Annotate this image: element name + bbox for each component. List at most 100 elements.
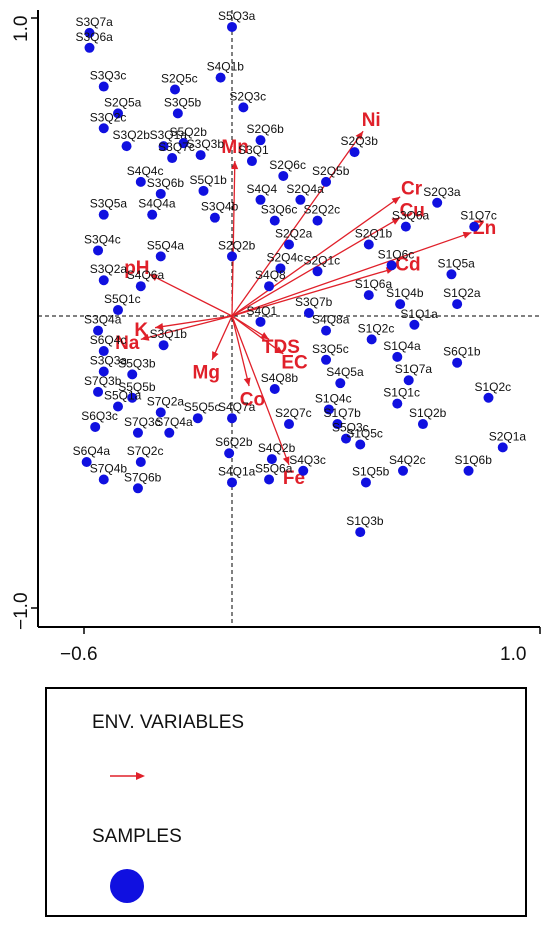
env-vector-arrowhead [149,274,159,282]
sample-label: S4Q1a [218,464,256,478]
sample-point [355,527,366,538]
env-vector-arrowhead [231,161,239,170]
sample-label: S5Q5b [118,380,156,394]
env-vector-line [154,315,233,329]
env-vector-line [211,315,233,361]
sample-label: S3Q2c [90,110,127,124]
env-vector-line [231,267,395,317]
sample-point [264,281,275,292]
sample-label: S2Q3a [423,185,461,199]
sample-label: S5Q4a [147,238,185,252]
sample-label: S4Q2b [258,441,296,455]
sample-point [275,263,286,274]
sample-label: S4Q5a [326,365,364,379]
env-vector-line [231,161,236,317]
sample-label: S5Q3a [218,9,256,23]
sample-label: S1Q2b [409,406,447,420]
sample-label: S5Q1a [104,389,142,403]
sample-point [446,269,457,280]
sample-point [81,457,92,467]
sample-label: S5Q3c [332,421,369,435]
sample-label: S3Q6c [261,203,298,217]
sample-point [93,245,104,256]
sample-point [312,266,323,277]
sample-label: S1Q5b [352,464,390,478]
sample-label: S1Q5a [437,256,475,270]
env-vector-line [231,231,472,317]
sample-point [227,251,237,262]
sample-point [255,135,266,146]
x-tick-label-max: 1.0 [500,644,526,665]
sample-point [192,413,203,424]
sample-point [355,439,366,450]
sample-point [227,21,237,32]
env-vector-label: Mn [221,137,248,158]
y-tick-label-max: 1.0 [11,16,32,42]
sample-label: S1Q2c [358,321,395,335]
env-vector-label: Cu [400,201,425,222]
sample-point [98,81,109,92]
sample-point [209,212,220,223]
sample-point [403,375,414,386]
sample-point [321,176,332,187]
sample-point [84,42,95,53]
sample-point [278,170,289,181]
sample-label: S3Q3a [90,353,128,367]
sample-label: S1Q1a [400,307,438,321]
sample-label: S3Q4c [84,232,121,246]
sample-point [164,427,175,438]
sample-point [113,305,123,316]
sample-point [452,357,463,368]
sample-point [266,454,277,465]
sample-label: S6Q4a [73,444,111,458]
sample-point [321,354,332,365]
sample-point [295,194,306,205]
sample-label: S2Q2b [218,238,256,252]
sample-point [392,398,403,409]
sample-point [155,188,166,199]
env-vector-line [231,130,364,317]
sample-label: S2Q5b [312,164,350,178]
env-vector-label: Mg [193,363,220,384]
env-vector-arrowhead [155,323,164,330]
env-vector-label: Cd [395,254,420,275]
sample-point [93,386,104,397]
sample-point [360,477,371,488]
sample-point [497,442,508,453]
sample-point [321,325,332,336]
sample-label: S1Q5c [346,426,383,440]
sample-point [298,465,309,476]
env-vector-arrowhead [391,196,401,205]
sample-label: S3Q1a [150,128,188,142]
env-vector-arrowhead [282,456,290,465]
sample-label: S1Q4b [386,286,424,300]
sample-point [135,457,146,467]
sample-point [323,404,334,415]
sample-label: S2Q1a [489,429,527,443]
sample-label: S2Q5a [104,95,142,109]
sample-point [132,427,143,438]
env-vector-arrowhead [243,377,251,387]
sample-label: S4Q2c [389,453,426,467]
sample-label: S3Q2b [113,128,151,142]
sample-point [113,108,123,119]
sample-point [417,419,428,430]
sample-point [227,413,237,424]
sample-point [113,401,123,412]
sample-point [392,351,403,362]
sample-label: S1Q6a [355,277,393,291]
sample-label: S3Q6a [76,30,114,44]
sample-label: S2Q6c [269,158,306,172]
env-vector-line [231,315,284,355]
sample-point [98,275,109,286]
sample-label: S1Q6c [378,247,415,261]
sample-label: S4Q4 [247,182,278,196]
sample-point [167,153,178,164]
sample-label: S1Q7a [395,362,433,376]
sample-label: S3Q7a [76,15,114,29]
env-vector-line [231,315,250,387]
sample-label: S4Q1b [207,60,245,74]
sample-label: S6Q1b [443,345,481,359]
sample-label: S3Q1 [238,143,269,157]
env-vector-arrowhead [274,346,284,354]
